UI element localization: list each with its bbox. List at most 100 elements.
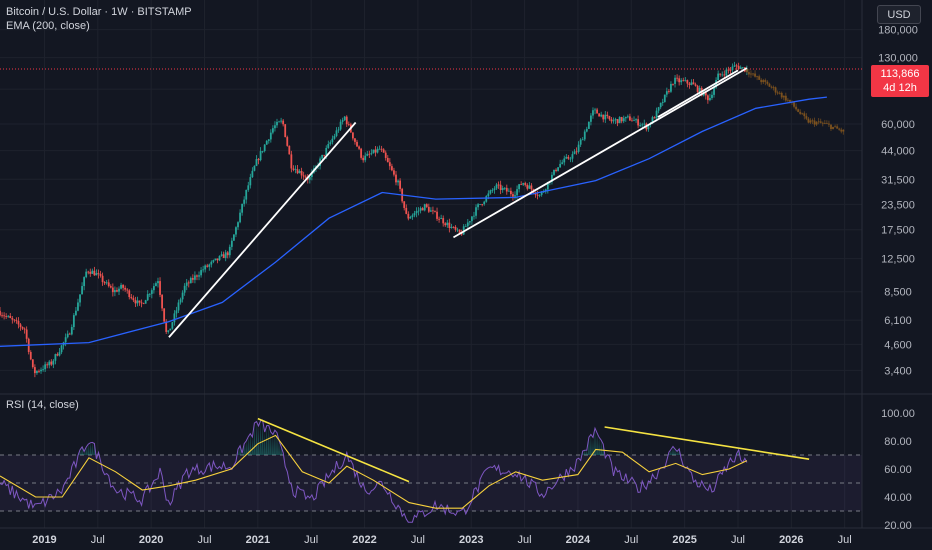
candle-body bbox=[44, 364, 47, 370]
candle-body bbox=[733, 65, 736, 67]
time-tick-label: Jul bbox=[91, 534, 105, 546]
candle-body bbox=[161, 294, 163, 309]
candle-body bbox=[409, 217, 412, 219]
candle-body bbox=[136, 300, 139, 304]
candle-body bbox=[374, 149, 377, 153]
price-tick-label: 6,100 bbox=[884, 315, 912, 327]
candle-body bbox=[663, 94, 666, 103]
candle-body bbox=[567, 156, 570, 159]
candle-body bbox=[11, 318, 14, 320]
rsi-band-fill bbox=[0, 455, 862, 511]
price-trendline[interactable] bbox=[168, 121, 357, 338]
time-tick-label: Jul bbox=[304, 534, 318, 546]
candle-body bbox=[70, 327, 73, 335]
candle-body bbox=[339, 121, 342, 130]
projected-candle-body bbox=[809, 120, 812, 123]
candle-body bbox=[323, 154, 326, 156]
candle-body bbox=[399, 180, 402, 189]
rsi-trendline[interactable] bbox=[257, 417, 410, 483]
candle-body bbox=[230, 240, 233, 247]
projected-candle-body bbox=[805, 116, 808, 119]
rsi-overbought-fill bbox=[79, 420, 740, 455]
candle-body bbox=[709, 97, 711, 101]
candle-body bbox=[555, 169, 557, 171]
candle-body bbox=[290, 154, 293, 169]
candle-body bbox=[177, 302, 180, 311]
candle-body bbox=[179, 299, 182, 303]
price-trendline[interactable] bbox=[657, 69, 739, 118]
candle-body bbox=[485, 196, 488, 202]
candle-body bbox=[261, 151, 264, 152]
candle-body bbox=[390, 166, 393, 171]
candle-body bbox=[294, 169, 297, 171]
rsi-trendlines[interactable] bbox=[257, 417, 810, 483]
candle-body bbox=[596, 109, 598, 114]
candle-body bbox=[569, 158, 572, 160]
time-axis[interactable]: 2019 Jul 2020 Jul 2021 Jul 2022 Jul 2023 Jul 2024 J… bbox=[32, 534, 851, 546]
projected-candle-body bbox=[782, 95, 785, 98]
candle-body bbox=[122, 284, 125, 288]
candle-body bbox=[536, 194, 539, 196]
candle-body bbox=[528, 185, 531, 189]
projected-candle-body bbox=[749, 73, 752, 75]
price-tick-label: 23,500 bbox=[881, 199, 915, 211]
price-trendlines[interactable] bbox=[168, 67, 748, 338]
candle-body bbox=[25, 329, 28, 339]
candle-body bbox=[452, 226, 455, 228]
candle-body bbox=[107, 282, 110, 287]
candle-body bbox=[157, 281, 159, 284]
rsi-axis[interactable]: 100.00 80.00 60.00 40.00 20.00 bbox=[881, 408, 915, 532]
candle-body bbox=[196, 275, 198, 277]
candle-body bbox=[144, 300, 147, 304]
candle-body bbox=[415, 211, 418, 214]
candle-body bbox=[604, 114, 607, 120]
candle-body bbox=[522, 183, 525, 185]
projected-candle-body bbox=[838, 128, 841, 130]
projected-candle-body bbox=[827, 123, 830, 125]
candle-body bbox=[56, 354, 59, 356]
symbol-title[interactable]: Bitcoin / U.S. Dollar · 1W · BITSTAMP bbox=[6, 6, 192, 18]
candle-body bbox=[704, 91, 707, 96]
currency-button[interactable]: USD bbox=[877, 5, 921, 24]
projected-candle-body bbox=[772, 87, 775, 89]
candle-body bbox=[672, 83, 674, 85]
candle-body bbox=[466, 222, 469, 227]
projected-candle-body bbox=[770, 86, 773, 88]
candle-body bbox=[497, 184, 500, 186]
projected-candle-body bbox=[774, 87, 777, 93]
candle-body bbox=[79, 294, 81, 303]
projected-candle-body bbox=[821, 122, 824, 124]
candle-body bbox=[427, 206, 430, 212]
candle-body bbox=[419, 208, 422, 211]
projected-candle-body bbox=[747, 72, 750, 75]
candle-body bbox=[347, 124, 350, 126]
time-tick-label: 2026 bbox=[779, 534, 803, 546]
candle-body bbox=[581, 139, 584, 141]
candle-body bbox=[651, 117, 654, 124]
price-tick-label: 180,000 bbox=[878, 25, 918, 37]
candle-body bbox=[460, 233, 463, 235]
candle-body bbox=[559, 163, 562, 168]
rsi-trendline[interactable] bbox=[604, 426, 810, 460]
candle-body bbox=[731, 66, 734, 71]
rsi-indicator-label[interactable]: RSI (14, close) bbox=[6, 399, 79, 411]
candle-body bbox=[38, 370, 40, 372]
candle-body bbox=[620, 117, 623, 122]
candle-body bbox=[33, 367, 36, 374]
candle-body bbox=[397, 180, 399, 183]
candle-body bbox=[21, 327, 24, 329]
candle-body bbox=[3, 315, 6, 317]
candle-body bbox=[132, 298, 135, 301]
ema-indicator-label[interactable]: EMA (200, close) bbox=[6, 20, 90, 32]
candle-body bbox=[329, 142, 332, 145]
candle-body bbox=[590, 115, 592, 122]
candle-body bbox=[602, 114, 605, 120]
candle-body bbox=[473, 215, 475, 217]
time-tick-label: Jul bbox=[518, 534, 532, 546]
candle-body bbox=[239, 212, 241, 223]
candle-body bbox=[499, 184, 502, 191]
price-trendline[interactable] bbox=[453, 67, 748, 239]
candle-body bbox=[468, 221, 471, 223]
candle-body bbox=[505, 187, 508, 192]
